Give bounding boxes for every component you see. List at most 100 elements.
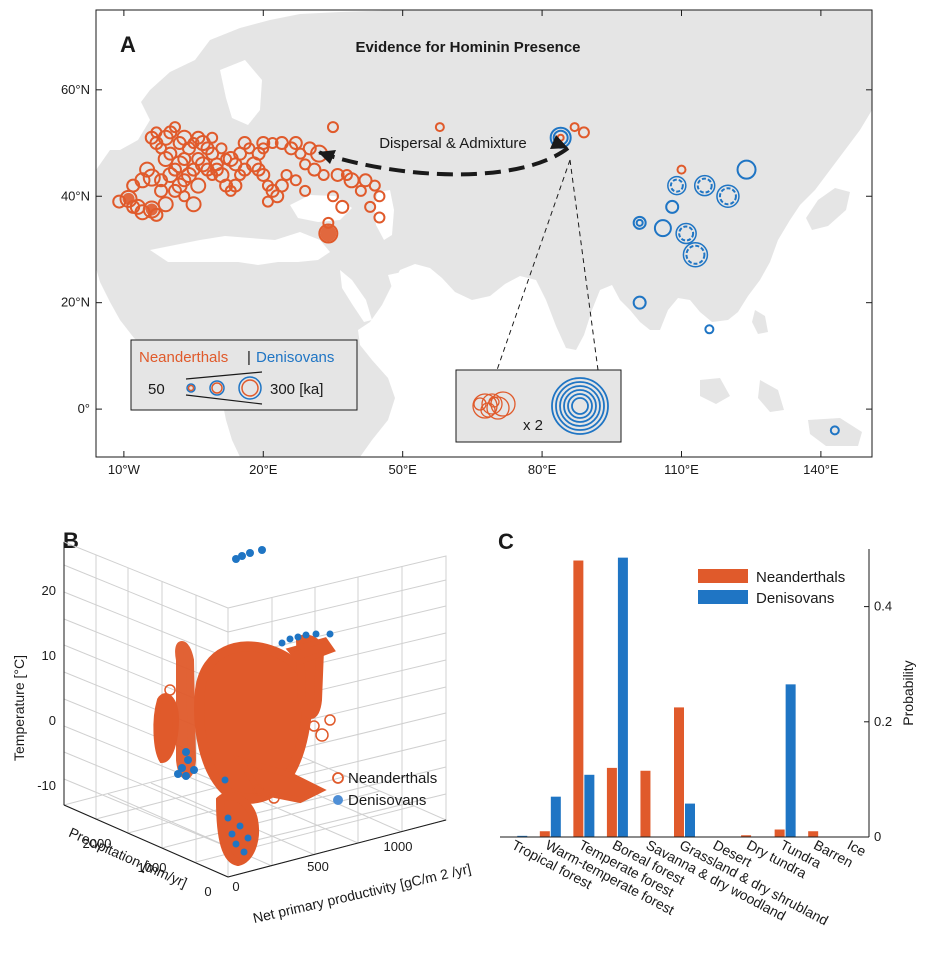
c-bar-denisovans [785,684,796,837]
dispersal-arrowhead-left [318,150,336,164]
neanderthal-site [209,162,224,177]
neanderthal-site [373,190,386,203]
neanderthal-site [190,177,207,194]
neanderthal-site [168,121,181,134]
denisovan-site [653,219,672,238]
neanderthal-site [256,167,271,182]
neanderthal-site [142,168,161,187]
neanderthal-site-dense [145,203,158,216]
neanderthal-site [340,168,353,181]
neanderthal-site [288,136,303,151]
neanderthal-site [178,190,191,203]
b-y-tick-label: 10 [42,648,56,663]
b-neanderthal-cloud [153,634,336,867]
denisovan-site-ring [675,222,697,245]
neanderthal-site [177,173,192,188]
inset-denisovan-rings [551,377,609,435]
map-x-tick-label: 20°E [249,462,278,477]
denisovan-site [718,187,737,206]
b-z-tick-label: 0 [232,879,239,894]
map-x-tick-label: 80°E [528,462,557,477]
b-legend-denisovans: Denisovans [348,792,426,809]
neanderthal-site [215,142,228,155]
panel-a-map: 10°W 20°E 50°E 80°E 110°E 140°E 0° 20°N 40°N 60°… [61,9,873,477]
map-x-tick-label: 140°E [803,462,839,477]
panel-letter-b: B [63,528,79,553]
c-ylabel: Probability [900,660,916,725]
panel-b-3d-scatter: B [11,528,472,926]
c-legend-denisovans: Denisovans [756,590,834,607]
b-z-tick-label: 1000 [384,839,413,854]
c-legend-neanderthals: Neanderthals [756,569,845,586]
neanderthal-site [307,162,322,177]
b-x-tick-label: 2000 [83,836,112,851]
b-legend-neanderthals: Neanderthals [348,770,437,787]
size-legend: Neanderthals | Denisovans 50 300 [ka] [130,339,358,411]
neanderthal-site [373,211,386,224]
denisovan-site [704,324,715,335]
neanderthal-site [569,122,580,133]
map-y-ticks: 0° 20°N 40°N 60°N [61,82,872,416]
map-x-tick-label: 110°E [664,462,699,477]
axes-3d [63,542,447,878]
denisovan-site-ring [682,242,709,268]
neanderthal-site [434,122,445,133]
map-x-tick-label: 10°W [108,462,141,477]
c-bar-neanderthals [640,770,651,837]
c-y-ticks: 0 0.2 0.4 [864,599,892,844]
map-title: Evidence for Hominin Presence [355,39,580,56]
map-y-tick-label: 20°N [61,295,90,310]
neanderthal-site [266,137,279,150]
c-category-label: Ice [845,837,869,860]
neanderthal-site [157,196,174,213]
neanderthal-site [368,179,381,192]
c-bars [517,557,819,837]
denisovan-site [669,178,684,193]
map-x-tick-label: 50°E [389,462,418,477]
neanderthal-site [343,172,360,189]
legend-denisovans: Denisovans [256,349,334,366]
map-y-tick-label: 40°N [61,188,90,203]
inset-line-left [496,159,571,371]
b-z-tick-label: 500 [307,859,329,874]
map-frame [95,9,873,458]
c-bar-denisovans [584,774,595,837]
denisovan-site [678,225,695,242]
neanderthal-site [280,168,293,181]
neanderthal-site [257,142,270,155]
neanderthal-site [317,168,330,181]
b-x-tick-label: 0 [204,884,211,899]
legend-neanderthals: Neanderthals [139,349,228,366]
b-ylabel: Temperature [°C] [11,655,27,761]
neanderthal-site [354,184,367,197]
denisovan-site-ring [716,184,740,208]
neanderthal-site [139,161,156,178]
denisovan-site [685,244,706,265]
neanderthal-site [228,178,243,193]
neanderthal-site [134,172,151,189]
neanderthal-site [167,162,182,177]
neanderthal-site [274,178,289,193]
legend-separator: | [247,349,251,366]
c-y-tick-label: 0.2 [874,714,892,729]
denisovan-site [829,425,840,436]
b-temperature-ticks: -10 0 10 20 [37,583,56,793]
neanderthal-site [150,126,163,139]
b-zlabel: Net primary productivity [gC/m 2 /yr] [251,860,472,926]
b-y-tick-label: 0 [49,713,56,728]
neanderthal-site [335,199,350,214]
b-precipitation-ticks: 0 1000 2000 [83,836,212,899]
neanderthal-site [330,167,345,182]
c-bar-neanderthals [539,831,550,837]
dispersal-arrowhead-right [550,135,568,149]
b-x-tick-label: 1000 [138,860,167,875]
denisovan-site-ring [667,175,687,196]
neanderthal-site [206,131,219,144]
c-bar-neanderthals [774,829,785,837]
neanderthal-site [191,152,206,166]
c-y-tick-label: 0.4 [874,599,892,614]
panel-c-bar-chart: C 0 0.2 0.4 Tropical forestWarm-temperate … [498,529,916,928]
neanderthal-site [185,196,202,213]
